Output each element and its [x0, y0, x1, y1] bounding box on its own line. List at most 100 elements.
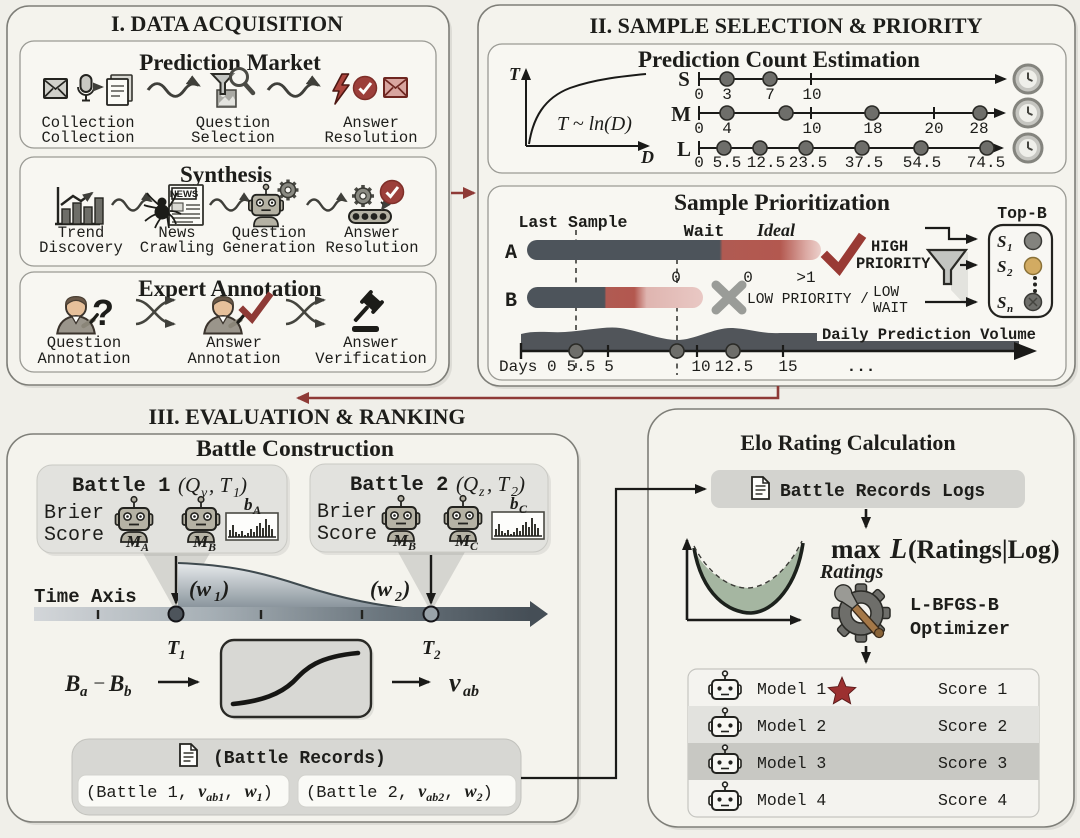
svg-text:Score 1: Score 1 [938, 680, 1007, 699]
svg-text:C: C [519, 502, 528, 516]
svg-text:B: B [108, 671, 124, 696]
svg-text:S: S [997, 257, 1006, 276]
svg-text:10: 10 [802, 86, 821, 104]
svg-text:Brier: Brier [44, 502, 104, 525]
svg-text:(w: (w [189, 576, 211, 601]
svg-text:0: 0 [694, 120, 704, 138]
svg-text:Model 3: Model 3 [757, 754, 826, 773]
svg-text:PRIORITY: PRIORITY [856, 255, 931, 273]
svg-text:Discovery: Discovery [39, 239, 123, 257]
svg-text:18: 18 [863, 120, 882, 138]
svg-text:>1: >1 [796, 269, 815, 287]
svg-text:Score 3: Score 3 [938, 754, 1007, 773]
svg-text:Score 4: Score 4 [938, 791, 1007, 810]
svg-text:?: ? [92, 292, 114, 333]
svg-text:L: L [677, 137, 691, 161]
svg-text:1: 1 [214, 590, 221, 605]
svg-text:Selection: Selection [191, 129, 275, 147]
svg-text:II. SAMPLE SELECTION & PRIORIT: II. SAMPLE SELECTION & PRIORITY [589, 13, 982, 38]
svg-text:HIGH: HIGH [871, 238, 908, 256]
svg-text:4: 4 [722, 120, 732, 138]
svg-text:Crawling: Crawling [140, 239, 214, 257]
svg-text:1: 1 [179, 647, 186, 662]
svg-text:74.5: 74.5 [967, 154, 1005, 172]
svg-text:v: v [449, 668, 461, 697]
svg-text:, T: , T [487, 472, 511, 496]
svg-text:Battle 1: Battle 1 [72, 475, 170, 498]
svg-text:10: 10 [691, 358, 710, 376]
svg-text:2: 2 [394, 590, 402, 605]
svg-text:28: 28 [969, 120, 988, 138]
svg-text:Score 2: Score 2 [938, 717, 1007, 736]
svg-text:III. EVALUATION & RANKING: III. EVALUATION & RANKING [148, 404, 465, 429]
svg-text:Battle 2: Battle 2 [350, 474, 448, 497]
svg-text:WAIT: WAIT [873, 301, 908, 317]
svg-text:Last Sample: Last Sample [519, 213, 628, 232]
svg-text:Model 4: Model 4 [757, 791, 826, 810]
svg-text:(Battle 1, vab1, w1): (Battle 1, vab1, w1) [86, 781, 273, 804]
svg-text:B: B [407, 539, 416, 553]
svg-text:Model 1: Model 1 [757, 680, 826, 699]
svg-text:0: 0 [743, 269, 753, 287]
svg-text:Score: Score [317, 523, 377, 546]
svg-text:Resolution: Resolution [325, 239, 418, 257]
svg-text:Battle Construction: Battle Construction [196, 436, 394, 462]
svg-text:Brier: Brier [317, 501, 377, 524]
svg-text:(w: (w [370, 576, 392, 601]
svg-text:0: 0 [694, 154, 704, 172]
svg-text:Wait: Wait [684, 223, 725, 242]
svg-text:Top-B: Top-B [997, 204, 1047, 223]
svg-text:L: L [889, 534, 907, 565]
svg-text:5.5: 5.5 [567, 358, 596, 376]
svg-text:1: 1 [233, 486, 240, 501]
svg-text:T ~ ln(D): T ~ ln(D) [557, 113, 632, 135]
svg-text:): ) [220, 576, 229, 601]
svg-text:T: T [509, 64, 521, 84]
svg-text:M: M [671, 102, 691, 126]
svg-text:Elo Rating Calculation: Elo Rating Calculation [740, 430, 955, 455]
svg-text:I. DATA ACQUISITION: I. DATA ACQUISITION [111, 11, 343, 36]
svg-text:Synthesis: Synthesis [180, 162, 272, 187]
svg-text:5.5: 5.5 [713, 154, 742, 172]
svg-text:10: 10 [802, 120, 821, 138]
svg-text:Daily Prediction Volume: Daily Prediction Volume [822, 326, 1036, 344]
svg-text:2: 2 [511, 485, 518, 500]
svg-text:News: News [158, 224, 195, 242]
svg-text:1: 1 [1007, 242, 1013, 254]
svg-text:Score: Score [44, 524, 104, 547]
svg-text:C: C [470, 539, 479, 553]
svg-text:L-BFGS-B: L-BFGS-B [910, 595, 999, 616]
svg-text:S: S [678, 67, 690, 91]
svg-text:b: b [124, 684, 132, 700]
svg-text:7: 7 [765, 86, 775, 104]
svg-text:T: T [167, 637, 180, 659]
svg-text:0: 0 [694, 86, 704, 104]
svg-text:Trend: Trend [58, 224, 105, 242]
svg-text:23.5: 23.5 [789, 154, 827, 172]
svg-text:20: 20 [924, 120, 943, 138]
svg-text:Question: Question [232, 224, 306, 242]
svg-text:): ) [517, 472, 525, 496]
svg-text:A: A [252, 503, 261, 517]
svg-text:2: 2 [1006, 267, 1013, 279]
svg-text:): ) [239, 473, 247, 497]
svg-text:Days 0: Days 0 [499, 358, 557, 376]
svg-text:A: A [140, 540, 149, 554]
svg-text:n: n [1007, 303, 1013, 315]
svg-text:B: B [64, 671, 80, 696]
svg-text:z: z [478, 485, 485, 500]
svg-text:Answer: Answer [344, 224, 400, 242]
svg-text:(Battle Records): (Battle Records) [213, 749, 386, 769]
svg-text:Collection: Collection [41, 129, 134, 147]
svg-text:54.5: 54.5 [903, 154, 941, 172]
svg-text:M: M [192, 532, 209, 551]
svg-text:ab: ab [463, 683, 479, 700]
svg-text:M: M [454, 531, 471, 550]
svg-text:3: 3 [722, 86, 732, 104]
svg-text:LOW: LOW [873, 285, 899, 301]
svg-text:T: T [422, 637, 435, 659]
svg-text:(Q: (Q [456, 472, 478, 496]
svg-text:Answer: Answer [206, 334, 262, 352]
svg-text:S: S [997, 232, 1006, 251]
svg-text:D: D [640, 147, 654, 167]
